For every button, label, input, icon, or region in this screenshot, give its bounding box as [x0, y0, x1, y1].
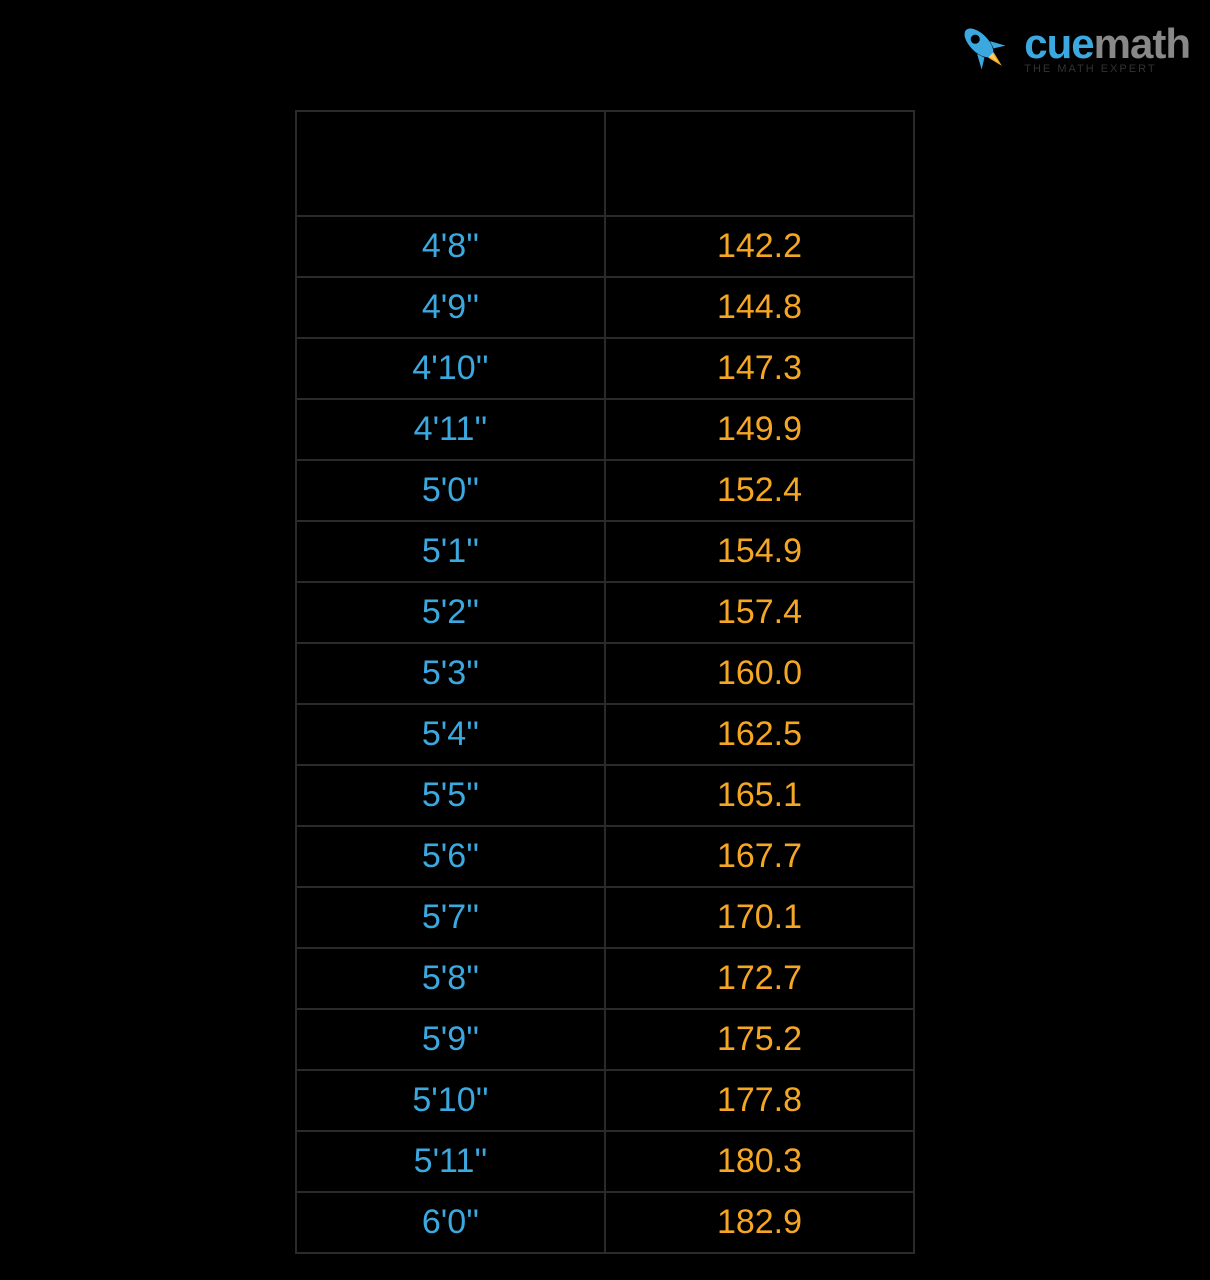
cell-feet-inches: 5'9'' — [296, 1009, 605, 1070]
conversion-table-container: 4'8''142.24'9''144.84'10''147.34'11''149… — [295, 110, 915, 1254]
logo-text-group: cuemath THE MATH EXPERT — [1024, 20, 1190, 75]
cell-centimeters: 182.9 — [605, 1192, 914, 1253]
cell-feet-inches: 5'2'' — [296, 582, 605, 643]
cell-centimeters: 157.4 — [605, 582, 914, 643]
cell-centimeters: 167.7 — [605, 826, 914, 887]
logo-cue: cue — [1024, 20, 1093, 67]
cell-feet-inches: 5'1'' — [296, 521, 605, 582]
cell-centimeters: 172.7 — [605, 948, 914, 1009]
logo-tagline: THE MATH EXPERT — [1024, 63, 1190, 75]
rocket-icon — [951, 15, 1016, 80]
cell-feet-inches: 5'11'' — [296, 1131, 605, 1192]
cell-centimeters: 144.8 — [605, 277, 914, 338]
cell-centimeters: 154.9 — [605, 521, 914, 582]
table-row: 5'4''162.5 — [296, 704, 914, 765]
table-body: 4'8''142.24'9''144.84'10''147.34'11''149… — [296, 216, 914, 1253]
cell-feet-inches: 4'8'' — [296, 216, 605, 277]
table-row: 5'5''165.1 — [296, 765, 914, 826]
table-row: 5'1''154.9 — [296, 521, 914, 582]
cell-centimeters: 152.4 — [605, 460, 914, 521]
cell-feet-inches: 5'3'' — [296, 643, 605, 704]
cell-feet-inches: 5'8'' — [296, 948, 605, 1009]
table-row: 6'0''182.9 — [296, 1192, 914, 1253]
cell-centimeters: 149.9 — [605, 399, 914, 460]
cell-feet-inches: 5'5'' — [296, 765, 605, 826]
logo-math: math — [1094, 20, 1190, 67]
cell-feet-inches: 5'4'' — [296, 704, 605, 765]
cell-centimeters: 162.5 — [605, 704, 914, 765]
table-row: 5'11''180.3 — [296, 1131, 914, 1192]
cell-centimeters: 180.3 — [605, 1131, 914, 1192]
cell-centimeters: 160.0 — [605, 643, 914, 704]
cell-feet-inches: 5'6'' — [296, 826, 605, 887]
logo-text: cuemath — [1024, 20, 1190, 68]
table-row: 5'9''175.2 — [296, 1009, 914, 1070]
cell-centimeters: 175.2 — [605, 1009, 914, 1070]
table-row: 5'0''152.4 — [296, 460, 914, 521]
cell-feet-inches: 5'10'' — [296, 1070, 605, 1131]
table-row: 5'3''160.0 — [296, 643, 914, 704]
header-left — [296, 111, 605, 216]
cell-feet-inches: 4'9'' — [296, 277, 605, 338]
table-row: 4'11''149.9 — [296, 399, 914, 460]
cell-feet-inches: 4'10'' — [296, 338, 605, 399]
cell-centimeters: 142.2 — [605, 216, 914, 277]
table-row: 5'7''170.1 — [296, 887, 914, 948]
conversion-table: 4'8''142.24'9''144.84'10''147.34'11''149… — [295, 110, 915, 1254]
cell-feet-inches: 5'7'' — [296, 887, 605, 948]
cell-centimeters: 147.3 — [605, 338, 914, 399]
table-row: 4'8''142.2 — [296, 216, 914, 277]
brand-logo: cuemath THE MATH EXPERT — [951, 15, 1190, 80]
table-header-row — [296, 111, 914, 216]
cell-centimeters: 177.8 — [605, 1070, 914, 1131]
table-row: 4'9''144.8 — [296, 277, 914, 338]
table-row: 4'10''147.3 — [296, 338, 914, 399]
header-right — [605, 111, 914, 216]
cell-feet-inches: 4'11'' — [296, 399, 605, 460]
cell-centimeters: 170.1 — [605, 887, 914, 948]
table-row: 5'8''172.7 — [296, 948, 914, 1009]
table-row: 5'2''157.4 — [296, 582, 914, 643]
cell-centimeters: 165.1 — [605, 765, 914, 826]
table-row: 5'10''177.8 — [296, 1070, 914, 1131]
cell-feet-inches: 6'0'' — [296, 1192, 605, 1253]
table-row: 5'6''167.7 — [296, 826, 914, 887]
cell-feet-inches: 5'0'' — [296, 460, 605, 521]
